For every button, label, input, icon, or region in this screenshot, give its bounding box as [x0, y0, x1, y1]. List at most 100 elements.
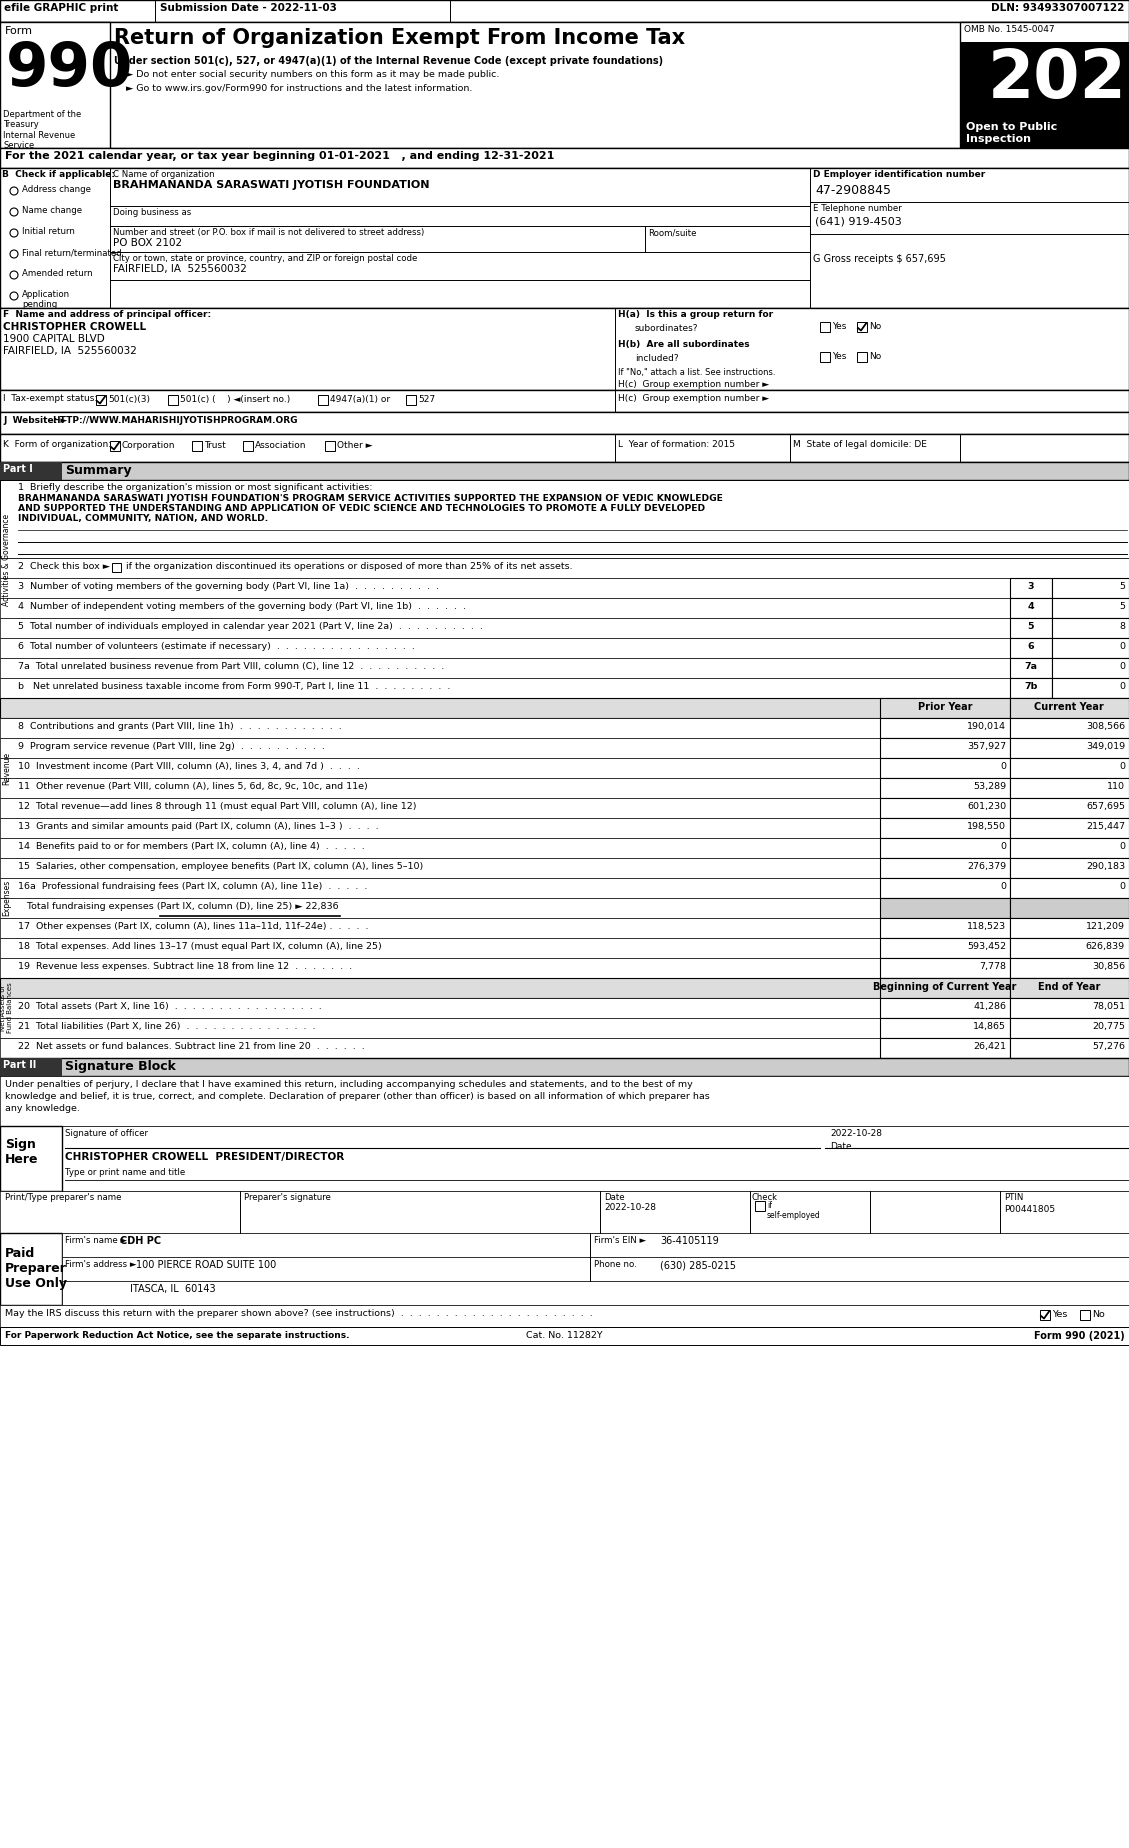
- Text: 5: 5: [1119, 602, 1124, 612]
- Text: K  Form of organization:: K Form of organization:: [3, 440, 111, 449]
- Text: H(b)  Are all subordinates: H(b) Are all subordinates: [618, 340, 750, 349]
- Text: 12  Total revenue—add lines 8 through 11 (must equal Part VIII, column (A), line: 12 Total revenue—add lines 8 through 11 …: [18, 802, 417, 811]
- Bar: [0, 168, 1129, 309]
- Text: Date: Date: [830, 1142, 851, 1151]
- Text: CHRISTOPHER CROWELL: CHRISTOPHER CROWELL: [3, 322, 146, 333]
- Text: Number and street (or P.O. box if mail is not delivered to street address): Number and street (or P.O. box if mail i…: [113, 227, 425, 237]
- Text: 13  Grants and similar amounts paid (Part IX, column (A), lines 1–3 )  .  .  .  : 13 Grants and similar amounts paid (Part…: [18, 822, 378, 832]
- Text: 0: 0: [1119, 682, 1124, 691]
- Bar: [0, 957, 1129, 978]
- Text: ITASCA, IL  60143: ITASCA, IL 60143: [130, 1284, 216, 1294]
- Bar: [820, 351, 830, 362]
- Text: End of Year: End of Year: [1038, 981, 1100, 992]
- Text: D Employer identification number: D Employer identification number: [813, 170, 986, 179]
- Bar: [1010, 939, 1129, 957]
- Bar: [112, 564, 121, 573]
- Text: Firm's EIN ►: Firm's EIN ►: [594, 1236, 646, 1246]
- Text: if the organization discontinued its operations or disposed of more than 25% of : if the organization discontinued its ope…: [123, 562, 572, 571]
- Bar: [0, 390, 1129, 412]
- Bar: [1010, 837, 1129, 857]
- Text: 2021: 2021: [988, 46, 1129, 113]
- Bar: [62, 1281, 1129, 1305]
- Text: 7a  Total unrelated business revenue from Part VIII, column (C), line 12  .  .  : 7a Total unrelated business revenue from…: [18, 662, 444, 671]
- Text: 593,452: 593,452: [966, 942, 1006, 952]
- Bar: [0, 578, 1129, 599]
- Text: Preparer's signature: Preparer's signature: [244, 1194, 331, 1201]
- Text: Part I: Part I: [3, 464, 33, 473]
- Bar: [0, 617, 1129, 638]
- Text: E Telephone number: E Telephone number: [813, 203, 902, 213]
- Text: subordinates?: subordinates?: [634, 323, 699, 333]
- Bar: [0, 309, 1129, 390]
- Bar: [1010, 737, 1129, 758]
- Text: Submission Date - 2022-11-03: Submission Date - 2022-11-03: [160, 4, 336, 13]
- Text: 11  Other revenue (Part VIII, column (A), lines 5, 6d, 8c, 9c, 10c, and 11e): 11 Other revenue (Part VIII, column (A),…: [18, 782, 368, 791]
- Bar: [62, 1257, 1129, 1281]
- Text: 20,775: 20,775: [1092, 1022, 1124, 1031]
- Text: Final return/terminated: Final return/terminated: [21, 248, 122, 257]
- Bar: [1010, 857, 1129, 878]
- Text: 16a  Professional fundraising fees (Part IX, column (A), line 11e)  .  .  .  .  : 16a Professional fundraising fees (Part …: [18, 881, 367, 891]
- Text: 6: 6: [1027, 641, 1034, 650]
- Bar: [0, 0, 1129, 22]
- Bar: [879, 837, 1010, 857]
- Bar: [1052, 578, 1129, 599]
- Bar: [0, 412, 1129, 434]
- Text: Firm's address ►: Firm's address ►: [65, 1260, 137, 1270]
- Bar: [879, 918, 1010, 939]
- Text: 4: 4: [1027, 602, 1034, 612]
- Text: 7a: 7a: [1024, 662, 1038, 671]
- Text: 18  Total expenses. Add lines 13–17 (must equal Part IX, column (A), line 25): 18 Total expenses. Add lines 13–17 (must…: [18, 942, 382, 952]
- Text: Under penalties of perjury, I declare that I have examined this return, includin: Under penalties of perjury, I declare th…: [5, 1079, 693, 1088]
- Bar: [1010, 699, 1129, 719]
- Bar: [857, 351, 867, 362]
- Text: 215,447: 215,447: [1086, 822, 1124, 832]
- Bar: [0, 998, 1129, 1018]
- Bar: [0, 434, 1129, 462]
- Bar: [0, 1125, 62, 1190]
- Text: Yes: Yes: [832, 351, 847, 360]
- Text: May the IRS discuss this return with the preparer shown above? (see instructions: May the IRS discuss this return with the…: [5, 1308, 593, 1318]
- Text: efile GRAPHIC print: efile GRAPHIC print: [5, 4, 119, 13]
- Text: Amended return: Amended return: [21, 270, 93, 277]
- Text: No: No: [1092, 1310, 1105, 1319]
- Text: 0: 0: [1000, 843, 1006, 850]
- Text: 357,927: 357,927: [966, 743, 1006, 750]
- Text: any knowledge.: any knowledge.: [5, 1103, 80, 1112]
- Bar: [0, 918, 1129, 939]
- Text: knowledge and belief, it is true, correct, and complete. Declaration of preparer: knowledge and belief, it is true, correc…: [5, 1092, 710, 1101]
- Bar: [1052, 678, 1129, 699]
- Text: Signature Block: Signature Block: [65, 1061, 176, 1074]
- Bar: [1010, 978, 1129, 998]
- Bar: [960, 43, 1129, 118]
- Bar: [1010, 638, 1052, 658]
- Text: PO BOX 2102: PO BOX 2102: [113, 238, 182, 248]
- Text: 990: 990: [6, 41, 133, 100]
- Bar: [0, 878, 1129, 898]
- Text: Beginning of Current Year: Beginning of Current Year: [874, 981, 1017, 992]
- Bar: [1010, 898, 1129, 918]
- Bar: [0, 939, 1129, 957]
- Text: Check: Check: [752, 1194, 778, 1201]
- Bar: [879, 819, 1010, 837]
- Text: 308,566: 308,566: [1086, 723, 1124, 732]
- Bar: [879, 1039, 1010, 1059]
- Text: P00441805: P00441805: [1004, 1205, 1056, 1214]
- Text: Activities & Governance: Activities & Governance: [2, 514, 11, 606]
- Text: 7b: 7b: [1024, 682, 1038, 691]
- Text: 121,209: 121,209: [1086, 922, 1124, 931]
- Text: 78,051: 78,051: [1092, 1002, 1124, 1011]
- Text: 2022-10-28: 2022-10-28: [604, 1203, 656, 1212]
- Text: Under section 501(c), 527, or 4947(a)(1) of the Internal Revenue Code (except pr: Under section 501(c), 527, or 4947(a)(1)…: [114, 55, 663, 67]
- Text: 41,286: 41,286: [973, 1002, 1006, 1011]
- Text: Paid
Preparer
Use Only: Paid Preparer Use Only: [5, 1247, 67, 1290]
- Text: Corporation: Corporation: [122, 442, 175, 451]
- Text: 501(c) (    ) ◄(insert no.): 501(c) ( ) ◄(insert no.): [180, 395, 290, 405]
- Bar: [1080, 1310, 1089, 1319]
- Text: 5: 5: [1119, 582, 1124, 591]
- Text: Expenses: Expenses: [2, 880, 11, 917]
- Text: Yes: Yes: [1052, 1310, 1067, 1319]
- Text: CHRISTOPHER CROWELL  PRESIDENT/DIRECTOR: CHRISTOPHER CROWELL PRESIDENT/DIRECTOR: [65, 1151, 344, 1162]
- Bar: [1010, 617, 1052, 638]
- Text: INDIVIDUAL, COMMUNITY, NATION, AND WORLD.: INDIVIDUAL, COMMUNITY, NATION, AND WORLD…: [18, 514, 269, 523]
